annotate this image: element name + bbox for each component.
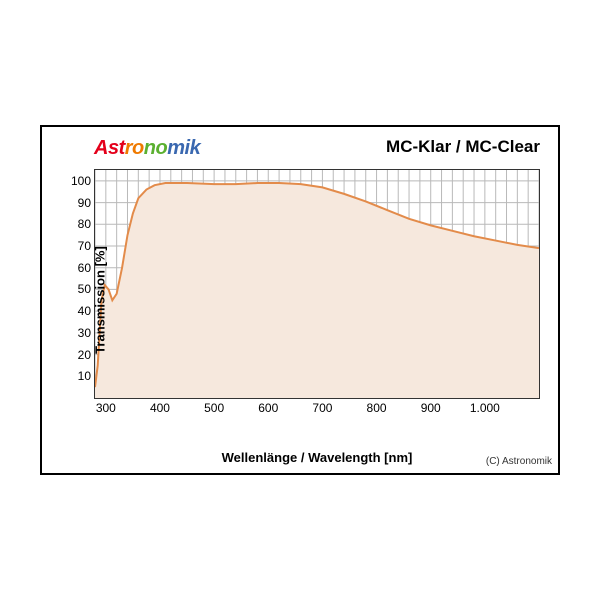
y-tick-label: 80 <box>78 217 95 231</box>
y-tick-label: 100 <box>71 174 95 188</box>
copyright-text: (C) Astronomik <box>486 456 552 467</box>
chart-header: Astronomik MC-Klar / MC-Clear <box>94 137 540 167</box>
x-tick-label: 900 <box>421 398 441 415</box>
transmission-curve <box>95 170 539 398</box>
y-tick-label: 10 <box>78 369 95 383</box>
x-tick-label: 400 <box>150 398 170 415</box>
chart-frame: Astronomik MC-Klar / MC-Clear 1020304050… <box>40 125 560 475</box>
y-tick-label: 90 <box>78 196 95 210</box>
x-tick-label: 600 <box>258 398 278 415</box>
plot-area: 1020304050607080901003004005006007008009… <box>94 169 540 399</box>
x-axis-label: Wellenlänge / Wavelength [nm] <box>94 450 540 465</box>
brand-logo: Astronomik <box>94 137 200 160</box>
x-tick-label: 300 <box>96 398 116 415</box>
x-tick-label: 700 <box>312 398 332 415</box>
plot-area-wrap: 1020304050607080901003004005006007008009… <box>94 169 540 399</box>
x-tick-label: 500 <box>204 398 224 415</box>
y-axis-label: Transmission [%] <box>92 246 107 354</box>
x-tick-label: 800 <box>367 398 387 415</box>
x-tick-label: 1.000 <box>470 398 500 415</box>
chart-title: MC-Klar / MC-Clear <box>386 137 540 157</box>
